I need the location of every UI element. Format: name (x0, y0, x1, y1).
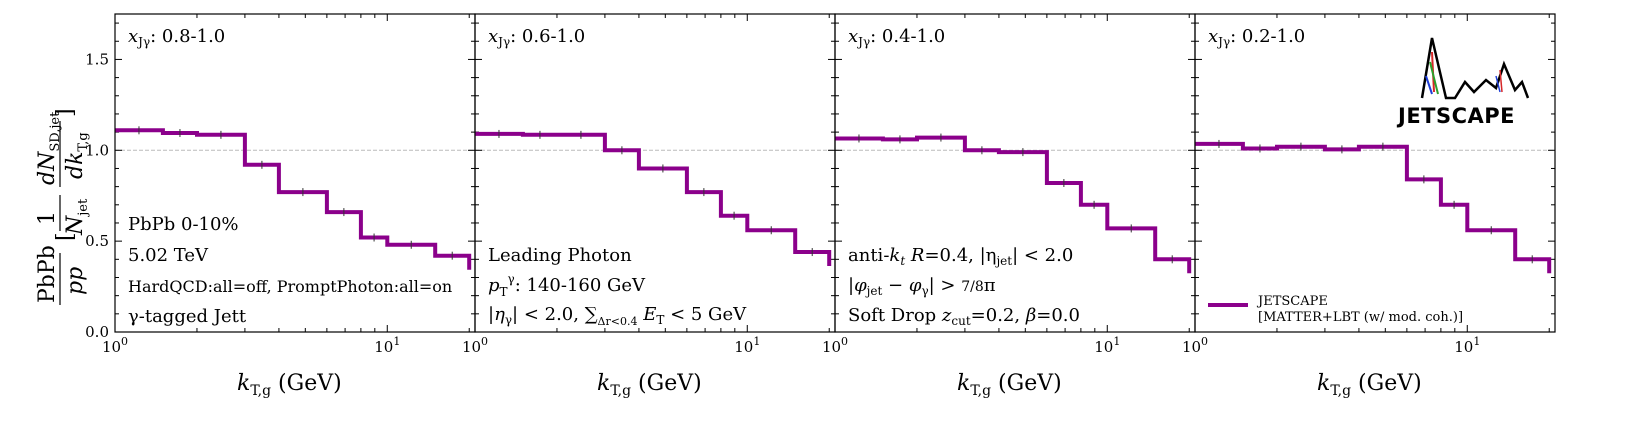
annotation: pTγ: 140-160 GeV (488, 272, 646, 299)
annotation: Soft Drop zcut=0.2, β=0.0 (848, 305, 1080, 328)
panel-label: xJγ: 0.8-1.0 (128, 26, 225, 49)
x-axis-label: kT,g (GeV) (597, 371, 702, 399)
y-label-dn: dNSD,jet (35, 111, 63, 185)
panel-label: xJγ: 0.4-1.0 (848, 26, 945, 49)
legend: JETSCAPE[MATTER+LBT (w/ mod. coh.)] (1208, 294, 1463, 325)
legend-label: JETSCAPE (1256, 294, 1328, 309)
y-tick-label: 1.0 (85, 141, 109, 159)
logo-red-line (1499, 69, 1503, 93)
y-tick-label: 1.5 (85, 50, 109, 68)
panel-1: 100 101 0.0 0.5 1.0 1.5 xJγ: 0.8-1.0 kT,g (GeV) (85, 13, 476, 399)
logo-mountain (1420, 37, 1530, 100)
panel-4: 100 101 xJγ: 0.2-1.0 kT,g (GeV) (1182, 13, 1556, 399)
y-label-ratio-den: pp (63, 267, 88, 295)
y-label-ratio-num: PbPb (35, 245, 60, 303)
annotation: anti-kt R=0.4, |ηjet| < 2.0 (848, 245, 1073, 268)
logo-blue-line (1495, 75, 1501, 93)
annotation: γ-tagged Jett (128, 306, 247, 327)
y-label-bracket: ] (53, 108, 78, 117)
panel-frame (1194, 13, 1556, 333)
series-line (1195, 141, 1552, 274)
panel-label: xJγ: 0.2-1.0 (1208, 26, 1305, 49)
series-line (475, 131, 832, 266)
x-tick-label: 100 (462, 335, 488, 356)
jetscape-logo: JETSCAPE (1396, 37, 1530, 128)
x-axis-label: kT,g (GeV) (237, 371, 342, 399)
y-label-njet: Njet (63, 198, 91, 236)
annotation: PbPb 0-10% (128, 214, 239, 235)
annotation: Leading Photon (488, 245, 632, 266)
panel-2: 100 101 xJγ: 0.6-1.0 kT,g (GeV) (462, 13, 836, 399)
annotation: |ηγ| < 2.0, ∑Δr<0.4 ET < 5 GeV (488, 304, 747, 328)
panel-3: 100 101 xJγ: 0.4-1.0 kT,g (GeV) (822, 13, 1196, 399)
x-tick-label: 101 (734, 335, 760, 356)
y-tick-label: 0.5 (85, 232, 109, 250)
x-tick-label: 100 (822, 335, 848, 356)
panel-label: xJγ: 0.6-1.0 (488, 26, 585, 49)
annotation: |φjet − φγ| > 7/8π (848, 275, 996, 298)
x-tick-label: 100 (102, 335, 128, 356)
annotation: HardQCD:all=off, PromptPhoton:all=on (128, 277, 452, 296)
x-tick-label: 101 (1094, 335, 1120, 356)
y-label-bracket: [ (53, 232, 78, 241)
x-tick-label: 101 (374, 335, 400, 356)
x-axis-label: kT,g (GeV) (1317, 371, 1422, 399)
panel-3-annotations: anti-kt R=0.4, |ηjet| < 2.0 |φjet − φγ| >… (848, 245, 1080, 328)
logo-green-line (1429, 61, 1439, 95)
x-tick-label: 101 (1454, 335, 1480, 356)
logo-blue-line (1425, 75, 1433, 95)
panel-1-annotations: PbPb 0-10% 5.02 TeV HardQCD:all=off, Promp… (128, 214, 452, 327)
y-label-one: 1 (35, 211, 60, 225)
legend-label: [MATTER+LBT (w/ mod. coh.)] (1258, 310, 1463, 325)
annotation: 5.02 TeV (128, 245, 209, 266)
logo-text: JETSCAPE (1396, 104, 1515, 128)
series-line (835, 135, 1192, 274)
y-tick-label: 0.0 (85, 323, 109, 341)
x-tick-label: 100 (1182, 335, 1208, 356)
y-label-dk: dkT,g (63, 132, 91, 179)
series-line (115, 128, 472, 270)
x-axis-label: kT,g (GeV) (957, 371, 1062, 399)
panel-2-annotations: Leading Photon pTγ: 140-160 GeV |ηγ| < 2.0… (488, 245, 747, 328)
